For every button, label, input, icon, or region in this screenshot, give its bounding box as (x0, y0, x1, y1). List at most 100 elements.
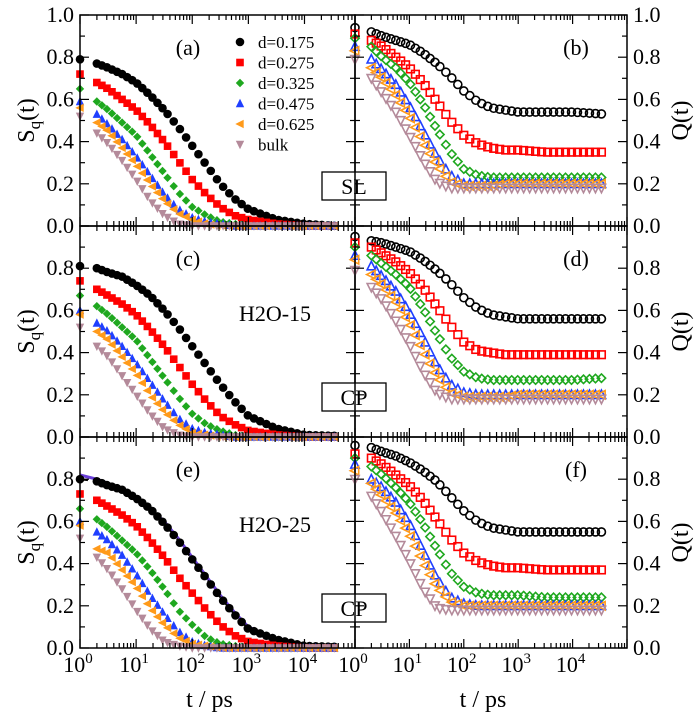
data-point-circle (488, 103, 499, 114)
data-point-triangle-up (365, 472, 377, 484)
data-point-square (410, 69, 420, 79)
data-point-square (507, 350, 517, 360)
data-point-triangle-down (434, 603, 446, 615)
data-point-diamond (175, 189, 185, 199)
data-point-square (596, 565, 607, 575)
data-point-triangle-down (117, 156, 127, 166)
data-point-diamond (424, 111, 436, 123)
data-point-triangle-up (429, 355, 441, 367)
data-point-diamond (206, 213, 215, 222)
data-point-triangle-left (175, 634, 184, 643)
y-tick-label: 0.4 (633, 340, 661, 365)
data-point-square (225, 208, 234, 217)
box-label: CP (341, 385, 368, 410)
data-point-circle (572, 527, 583, 537)
data-point-circle (405, 458, 416, 468)
data-point-triangle-left (152, 188, 162, 197)
data-point-triangle-down (380, 514, 392, 526)
series-bulk (349, 54, 607, 195)
x-tick-exp: 2 (197, 651, 205, 667)
y-tick-label: 0.6 (633, 297, 661, 322)
data-point-diamond (112, 113, 122, 123)
data-point-triangle-left (112, 137, 121, 147)
data-point-triangle-down (375, 294, 387, 306)
data-point-circle (494, 311, 505, 321)
data-point-circle (158, 517, 167, 527)
data-point-diamond (127, 127, 137, 136)
y-tick-label: 0.2 (47, 171, 75, 196)
data-point-triangle-left (379, 77, 391, 89)
data-point-circle (447, 73, 457, 83)
data-point-circle (206, 580, 216, 589)
data-point-triangle-down (404, 559, 416, 571)
data-point-square (566, 350, 577, 360)
panel-c: 0.0 0.2 0.4 0.6 0.8 Sq(t) (c) H2O-15 CP (14, 225, 387, 449)
data-point-circle (400, 245, 411, 255)
data-point-circle (405, 40, 416, 51)
series-d=0.175 (350, 22, 607, 119)
data-point-triangle-down (452, 605, 464, 617)
data-point-circle (194, 563, 203, 573)
data-point-triangle-down (524, 394, 536, 406)
data-point-circle (158, 304, 167, 313)
data-point-triangle-down (380, 301, 392, 313)
data-point-triangle-down (365, 282, 377, 294)
data-point-square (425, 505, 435, 515)
x-tick-label: 104 (556, 651, 586, 677)
data-point-circle (169, 530, 179, 540)
data-point-circle (410, 250, 421, 260)
data-point-circle (560, 107, 571, 117)
data-point-triangle-down (536, 394, 548, 406)
data-point-triangle-up (409, 529, 421, 541)
data-point-diamond (194, 206, 203, 215)
data-point-square (425, 292, 435, 302)
data-point-triangle-left (418, 349, 430, 361)
data-point-triangle-down (506, 394, 518, 406)
data-point-square (366, 35, 376, 45)
data-point-triangle-left (175, 209, 184, 219)
data-point-triangle-down (163, 213, 172, 223)
data-point-square (489, 348, 499, 358)
data-point-square (489, 143, 499, 153)
data-point-square (435, 101, 445, 111)
data-point-square (420, 285, 430, 295)
data-point-circle (231, 398, 240, 407)
data-point-circle (163, 310, 172, 319)
data-point-square (182, 581, 190, 590)
data-point-triangle-up (133, 571, 142, 580)
data-point-triangle-down (488, 605, 500, 617)
data-point-square (430, 94, 440, 104)
data-point-circle (447, 279, 457, 290)
data-point-triangle-down (169, 640, 178, 650)
data-point-square (554, 565, 565, 575)
data-point-diamond (470, 371, 482, 383)
data-point-diamond (395, 67, 407, 79)
data-point-triangle-left (152, 612, 162, 621)
data-point-square (513, 350, 523, 360)
data-point-circle (181, 333, 191, 343)
data-point-diamond (153, 364, 162, 374)
data-point-square (118, 511, 126, 519)
data-point-triangle-down (506, 605, 518, 617)
data-point-square (477, 140, 487, 150)
data-point-triangle-left (175, 421, 184, 430)
data-point-diamond (518, 374, 529, 386)
data-point-square (108, 294, 116, 302)
data-point-square (441, 109, 451, 120)
data-point-square (441, 527, 451, 537)
legend-label: d=0.475 (258, 95, 314, 114)
data-point-square (143, 322, 152, 331)
data-point-square (507, 563, 517, 573)
data-point-circle (366, 442, 377, 453)
series-d=0.175 (350, 440, 607, 537)
data-point-square (531, 146, 541, 156)
data-point-triangle-down (107, 571, 117, 580)
data-point-triangle-up (424, 558, 436, 570)
data-point-triangle-left (102, 334, 111, 344)
data-point-diamond (194, 626, 203, 635)
data-point-circle (435, 61, 445, 72)
data-point-diamond (235, 78, 245, 88)
data-point-triangle-down (560, 394, 572, 406)
y-axis-title: Q(t) (668, 312, 694, 352)
data-point-triangle-left (418, 139, 430, 151)
